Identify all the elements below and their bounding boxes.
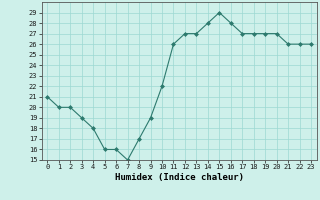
X-axis label: Humidex (Indice chaleur): Humidex (Indice chaleur) [115, 173, 244, 182]
